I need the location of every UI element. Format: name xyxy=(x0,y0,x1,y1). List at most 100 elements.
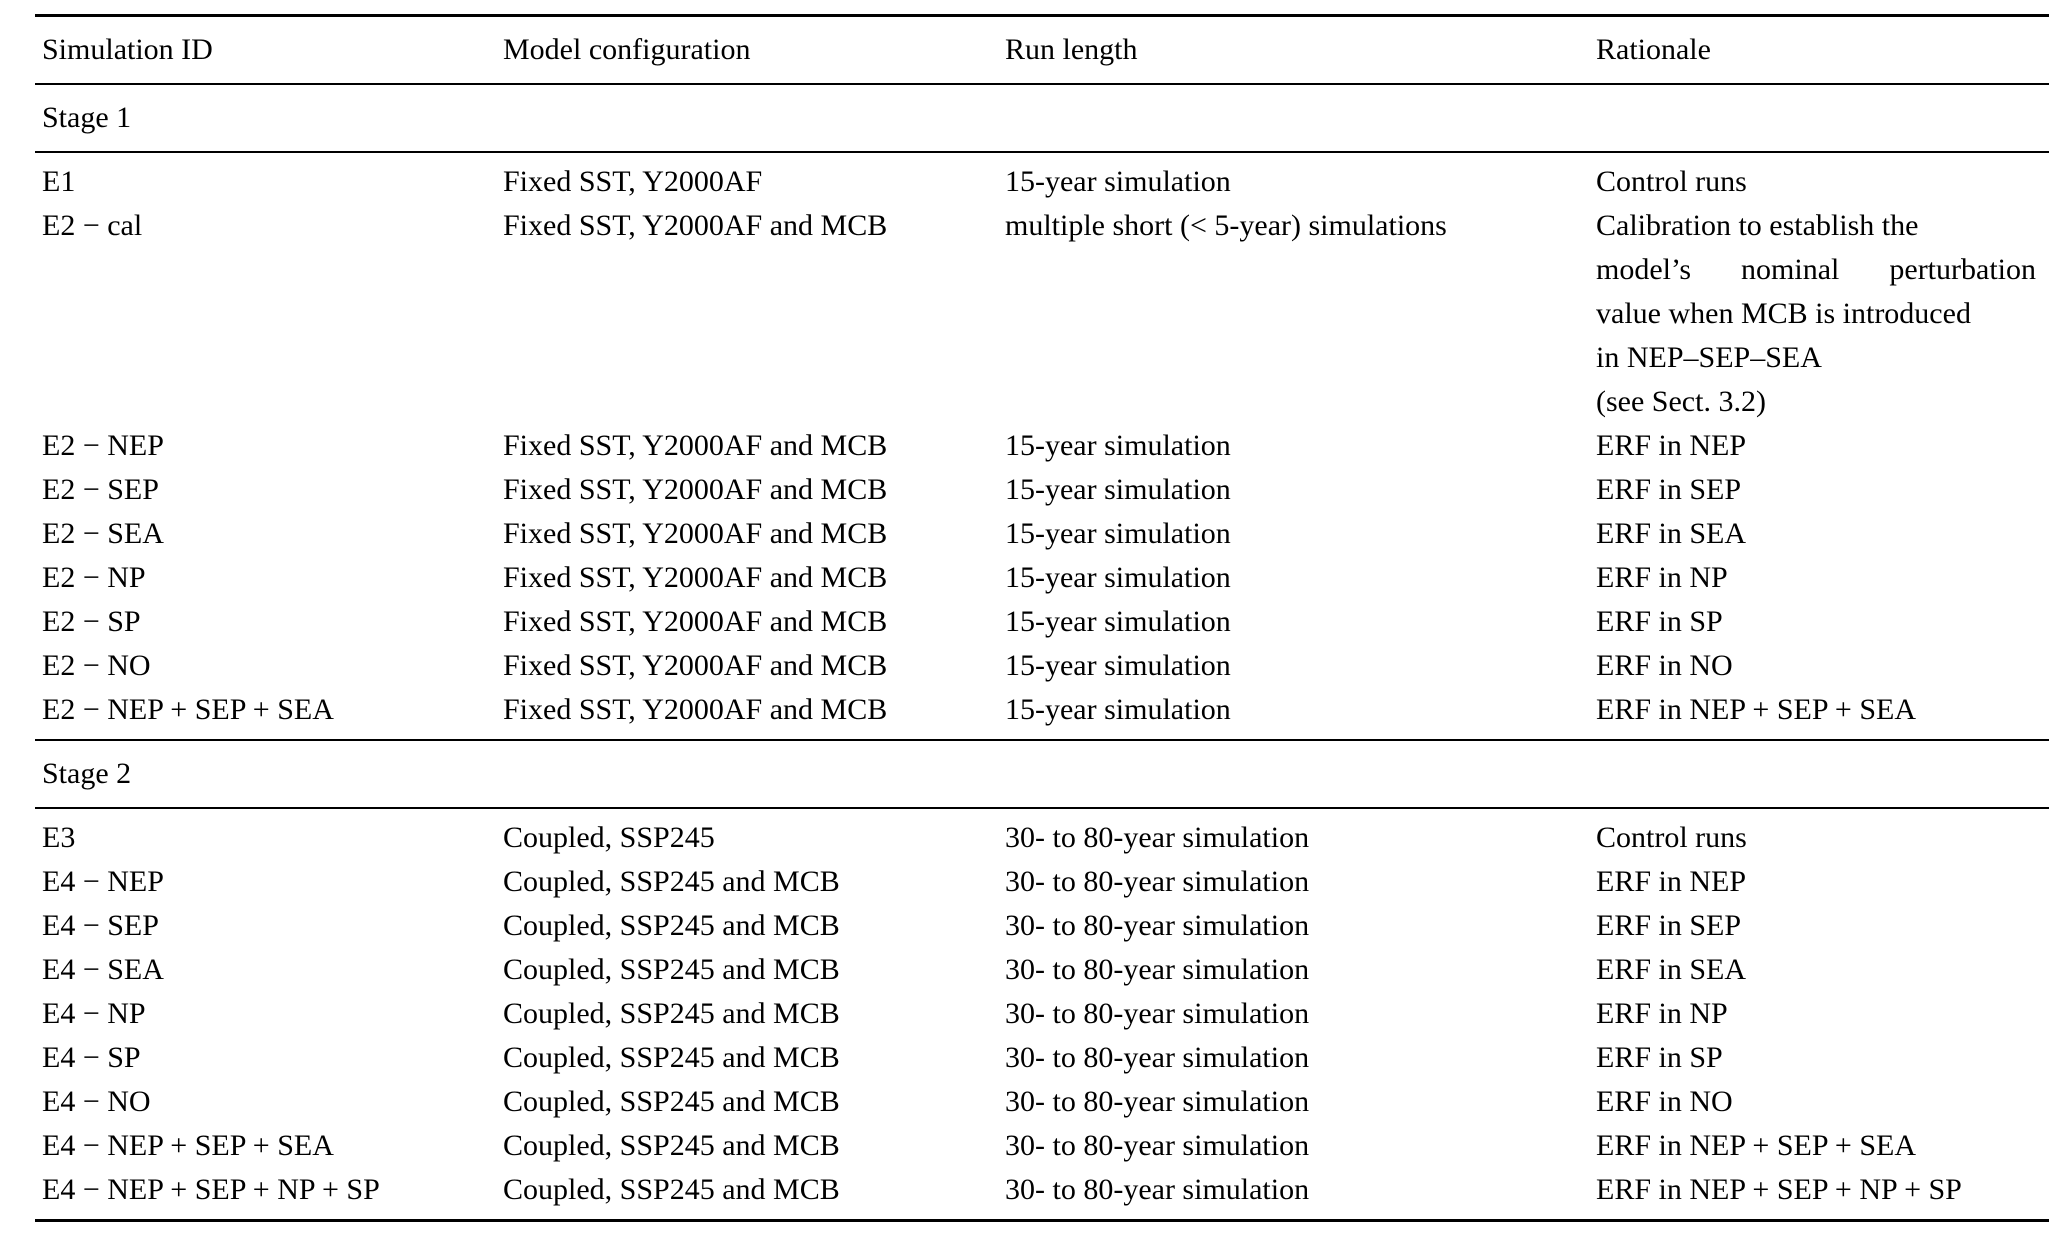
header-row: Simulation ID Model configuration Run le… xyxy=(35,17,2049,83)
cell-model-configuration: Coupled, SSP245 and MCB xyxy=(503,1129,840,1162)
stage-2-body: E3 Coupled, SSP245 30- to 80-year simula… xyxy=(35,809,2049,1219)
table-row: E2 − cal Fixed SST, Y2000AF and MCB mult… xyxy=(35,204,2049,424)
table-row: E2 − SEA Fixed SST, Y2000AF and MCB 15-y… xyxy=(35,512,2049,556)
cell-rationale: ERF in NEP + SEP + SEA xyxy=(1596,693,1917,726)
table-row: E2 − SP Fixed SST, Y2000AF and MCB 15-ye… xyxy=(35,600,2049,644)
cell-run-length: 30- to 80-year simulation xyxy=(1005,1129,1310,1162)
cell-rationale: ERF in SEP xyxy=(1596,473,1742,506)
cell-simulation-id: E2 − SEP xyxy=(42,473,159,506)
cell-simulation-id: E1 xyxy=(42,165,76,198)
cell-simulation-id: E2 − NO xyxy=(42,649,151,682)
stage-2-rule xyxy=(35,807,2049,809)
cell-run-length: 30- to 80-year simulation xyxy=(1005,1041,1310,1074)
cell-simulation-id: E2 − NEP + SEP + SEA xyxy=(42,693,334,726)
cell-simulation-id: E2 − cal xyxy=(42,209,143,242)
cell-model-configuration: Fixed SST, Y2000AF and MCB xyxy=(503,473,888,506)
cell-rationale: ERF in NO xyxy=(1596,649,1733,682)
table-row: E4 − SEA Coupled, SSP245 and MCB 30- to … xyxy=(35,948,2049,992)
cell-run-length: 15-year simulation xyxy=(1005,561,1231,594)
cell-model-configuration: Fixed SST, Y2000AF and MCB xyxy=(503,693,888,726)
table-row: E4 − SEP Coupled, SSP245 and MCB 30- to … xyxy=(35,904,2049,948)
table-row: E4 − NP Coupled, SSP245 and MCB 30- to 8… xyxy=(35,992,2049,1036)
cell-simulation-id: E3 xyxy=(42,821,76,854)
cell-rationale: Control runs xyxy=(1596,821,1747,854)
top-rule xyxy=(35,14,2049,17)
cell-run-length: multiple short (< 5-year) simulations xyxy=(1005,209,1447,242)
cell-rationale: ERF in SEA xyxy=(1596,517,1747,550)
cell-simulation-id: E4 − NP xyxy=(42,997,146,1030)
cell-rationale: ERF in NO xyxy=(1596,1085,1733,1118)
column-header-simulation-id: Simulation ID xyxy=(42,33,213,66)
cell-model-configuration: Coupled, SSP245 and MCB xyxy=(503,865,840,898)
cell-run-length: 30- to 80-year simulation xyxy=(1005,1173,1310,1206)
rationale-line: value when MCB is introduced xyxy=(1596,297,1971,330)
column-header-model-configuration: Model configuration xyxy=(503,33,751,66)
cell-run-length: 30- to 80-year simulation xyxy=(1005,953,1310,986)
cell-rationale: Control runs xyxy=(1596,165,1747,198)
cell-rationale: ERF in NP xyxy=(1596,561,1728,594)
cell-rationale: ERF in SEP xyxy=(1596,909,1742,942)
cell-model-configuration: Fixed SST, Y2000AF and MCB xyxy=(503,561,888,594)
cell-simulation-id: E4 − SEA xyxy=(42,953,164,986)
cell-simulation-id: E2 − SEA xyxy=(42,517,164,550)
cell-model-configuration: Fixed SST, Y2000AF and MCB xyxy=(503,209,888,242)
cell-simulation-id: E2 − NP xyxy=(42,561,146,594)
section-label: Stage 1 xyxy=(42,101,132,134)
cell-simulation-id: E2 − SP xyxy=(42,605,141,638)
cell-model-configuration: Fixed SST, Y2000AF and MCB xyxy=(503,517,888,550)
cell-model-configuration: Coupled, SSP245 and MCB xyxy=(503,953,840,986)
column-header-rationale: Rationale xyxy=(1596,33,1711,66)
cell-rationale: ERF in NEP + SEP + NP + SP xyxy=(1596,1173,1962,1206)
table-row: E4 − SP Coupled, SSP245 and MCB 30- to 8… xyxy=(35,1036,2049,1080)
rationale-line: Calibration to establish the xyxy=(1596,209,1919,242)
section-row-stage-2: Stage 2 xyxy=(35,741,2049,807)
bottom-rule xyxy=(35,1219,2049,1222)
cell-simulation-id: E4 − NEP xyxy=(42,865,164,898)
cell-simulation-id: E2 − NEP xyxy=(42,429,164,462)
table-row: E2 − NP Fixed SST, Y2000AF and MCB 15-ye… xyxy=(35,556,2049,600)
cell-rationale: ERF in NEP + SEP + SEA xyxy=(1596,1129,1917,1162)
cell-model-configuration: Coupled, SSP245 xyxy=(503,821,715,854)
section-label: Stage 2 xyxy=(42,757,132,790)
cell-model-configuration: Fixed SST, Y2000AF and MCB xyxy=(503,605,888,638)
table-row: E2 − NEP Fixed SST, Y2000AF and MCB 15-y… xyxy=(35,424,2049,468)
cell-run-length: 30- to 80-year simulation xyxy=(1005,1085,1310,1118)
column-header-run-length: Run length xyxy=(1005,33,1138,66)
cell-simulation-id: E4 − SP xyxy=(42,1041,141,1074)
cell-model-configuration: Fixed SST, Y2000AF and MCB xyxy=(503,649,888,682)
cell-run-length: 15-year simulation xyxy=(1005,693,1231,726)
cell-model-configuration: Coupled, SSP245 and MCB xyxy=(503,909,840,942)
cell-simulation-id: E4 − NEP + SEP + NP + SP xyxy=(42,1173,380,1206)
stage-2-top-rule xyxy=(35,739,2049,741)
header-rule xyxy=(35,83,2049,85)
cell-model-configuration: Fixed SST, Y2000AF and MCB xyxy=(503,429,888,462)
cell-run-length: 15-year simulation xyxy=(1005,165,1231,198)
cell-rationale: ERF in NEP xyxy=(1596,429,1747,462)
cell-rationale: ERF in NEP xyxy=(1596,865,1747,898)
table-row: E2 − SEP Fixed SST, Y2000AF and MCB 15-y… xyxy=(35,468,2049,512)
cell-run-length: 30- to 80-year simulation xyxy=(1005,909,1310,942)
cell-rationale: ERF in NP xyxy=(1596,997,1728,1030)
cell-model-configuration: Fixed SST, Y2000AF xyxy=(503,165,763,198)
cell-run-length: 30- to 80-year simulation xyxy=(1005,997,1310,1030)
cell-simulation-id: E4 − NEP + SEP + SEA xyxy=(42,1129,334,1162)
cell-model-configuration: Coupled, SSP245 and MCB xyxy=(503,1085,840,1118)
cell-run-length: 30- to 80-year simulation xyxy=(1005,821,1310,854)
table-row: E2 − NO Fixed SST, Y2000AF and MCB 15-ye… xyxy=(35,644,2049,688)
rationale-line: (see Sect. 3.2) xyxy=(1596,385,1766,418)
stage-1-body: E1 Fixed SST, Y2000AF 15-year simulation… xyxy=(35,153,2049,739)
cell-model-configuration: Coupled, SSP245 and MCB xyxy=(503,1041,840,1074)
table-row: E4 − NEP + SEP + SEA Coupled, SSP245 and… xyxy=(35,1124,2049,1168)
stage-1-rule xyxy=(35,151,2049,153)
rationale-line: model’s nominal perturbation xyxy=(1596,253,2036,286)
table-row: E4 − NO Coupled, SSP245 and MCB 30- to 8… xyxy=(35,1080,2049,1124)
cell-run-length: 15-year simulation xyxy=(1005,429,1231,462)
table-row: E4 − NEP Coupled, SSP245 and MCB 30- to … xyxy=(35,860,2049,904)
cell-model-configuration: Coupled, SSP245 and MCB xyxy=(503,1173,840,1206)
cell-rationale: ERF in SP xyxy=(1596,1041,1723,1074)
cell-simulation-id: E4 − SEP xyxy=(42,909,159,942)
cell-run-length: 15-year simulation xyxy=(1005,473,1231,506)
cell-model-configuration: Coupled, SSP245 and MCB xyxy=(503,997,840,1030)
cell-run-length: 15-year simulation xyxy=(1005,605,1231,638)
